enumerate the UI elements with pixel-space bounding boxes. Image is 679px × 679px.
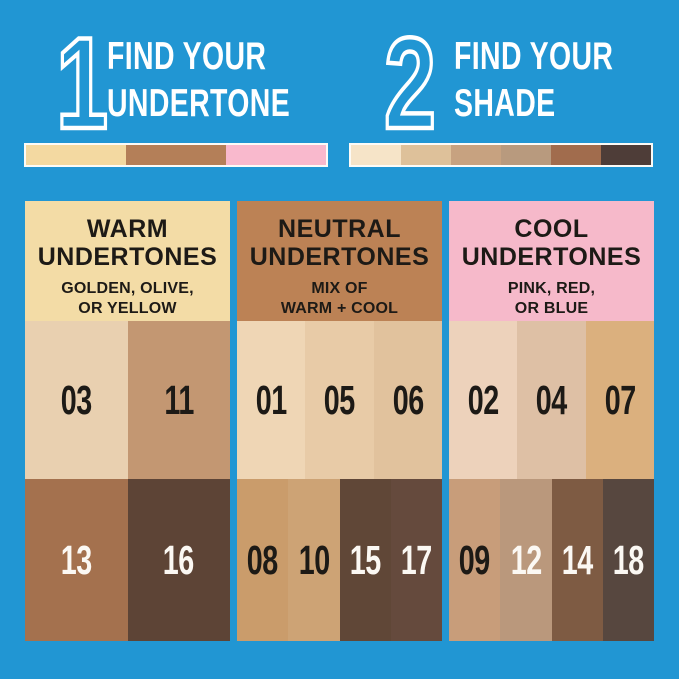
- cool-column-subtitle: PINK, RED, OR BLUE: [449, 279, 654, 319]
- neutral-column-subtitle: MIX OF WARM + COOL: [237, 279, 442, 319]
- neutral-light-shade-row: 01 05 06: [237, 321, 442, 479]
- cool-title-line1: COOL: [514, 215, 589, 243]
- warm-dark-shade-row: 13 16: [25, 479, 230, 641]
- shade-number-01: 01: [255, 376, 288, 423]
- shade-number-11: 11: [163, 376, 194, 423]
- step-1-title-line2: UNDERTONE: [107, 82, 291, 125]
- shade-number-03: 03: [60, 376, 93, 423]
- shade-swatch-17: 17: [390, 479, 442, 641]
- undertone-strip-segment-cool: [226, 145, 326, 165]
- shade-number-06: 06: [392, 376, 424, 423]
- shade-strip-segment-4: [501, 145, 551, 165]
- undertone-strip-segment-neutral: [126, 145, 226, 165]
- cool-undertones-column: COOL UNDERTONES PINK, RED, OR BLUE 02 04…: [449, 201, 654, 641]
- undertone-columns: WARM UNDERTONES GOLDEN, OLIVE, OR YELLOW…: [25, 201, 654, 641]
- step-2-title-line1: FIND YOUR: [454, 35, 614, 78]
- shade-color-strip: [349, 143, 653, 167]
- shade-number-10: 10: [298, 536, 330, 583]
- cool-dark-shade-row: 09 12 14 18: [449, 479, 654, 641]
- shade-number-14: 14: [561, 536, 594, 583]
- warm-subtitle-line2: OR YELLOW: [78, 300, 177, 317]
- neutral-undertones-column: NEUTRAL UNDERTONES MIX OF WARM + COOL 01…: [237, 201, 442, 641]
- shade-number-17: 17: [400, 536, 433, 583]
- step-2-number: 2: [382, 10, 437, 156]
- shade-number-08: 08: [247, 536, 279, 583]
- shade-number-04: 04: [535, 376, 568, 423]
- step-2-title-line2: SHADE: [454, 82, 556, 125]
- cool-column-header: COOL UNDERTONES PINK, RED, OR BLUE: [449, 201, 654, 321]
- shade-number-05: 05: [323, 376, 356, 423]
- neutral-title-line2: UNDERTONES: [249, 243, 430, 271]
- shade-number-02: 02: [467, 376, 500, 423]
- undertone-strip-segment-warm: [26, 145, 126, 165]
- warm-column-title: WARM UNDERTONES: [25, 215, 230, 271]
- step-2-title: FIND YOUR SHADE: [454, 33, 672, 127]
- warm-column-subtitle: GOLDEN, OLIVE, OR YELLOW: [25, 279, 230, 319]
- shade-strip-segment-1: [351, 145, 401, 165]
- shade-swatch-08: 08: [237, 479, 289, 641]
- neutral-column-header: NEUTRAL UNDERTONES MIX OF WARM + COOL: [237, 201, 442, 321]
- shade-swatch-09: 09: [449, 479, 501, 641]
- warm-undertones-column: WARM UNDERTONES GOLDEN, OLIVE, OR YELLOW…: [25, 201, 230, 641]
- shade-swatch-07: 07: [585, 321, 654, 479]
- shade-swatch-06: 06: [373, 321, 442, 479]
- cool-column-title: COOL UNDERTONES: [449, 215, 654, 271]
- neutral-dark-shade-row: 08 10 15 17: [237, 479, 442, 641]
- step-1-title-line1: FIND YOUR: [107, 35, 267, 78]
- neutral-subtitle-line1: MIX OF: [311, 280, 368, 297]
- shade-number-16: 16: [163, 536, 195, 583]
- cool-subtitle-line1: PINK, RED,: [507, 280, 596, 297]
- neutral-subtitle-line2: WARM + COOL: [280, 300, 399, 317]
- step-1-title: FIND YOUR UNDERTONE: [107, 33, 358, 127]
- cool-title-line2: UNDERTONES: [461, 243, 642, 271]
- neutral-column-title: NEUTRAL UNDERTONES: [237, 215, 442, 271]
- warm-column-header: WARM UNDERTONES GOLDEN, OLIVE, OR YELLOW: [25, 201, 230, 321]
- shade-swatch-16: 16: [127, 479, 230, 641]
- shade-swatch-03: 03: [25, 321, 128, 479]
- shade-strip-segment-2: [401, 145, 451, 165]
- shade-number-07: 07: [604, 376, 636, 423]
- warm-subtitle-line1: GOLDEN, OLIVE,: [61, 280, 194, 297]
- shade-swatch-13: 13: [25, 479, 128, 641]
- shade-strip-segment-6: [601, 145, 651, 165]
- shade-number-18: 18: [612, 536, 645, 583]
- shade-swatch-15: 15: [339, 479, 391, 641]
- shade-swatch-18: 18: [602, 479, 654, 641]
- shade-swatch-11: 11: [127, 321, 230, 479]
- shade-number-12: 12: [510, 536, 542, 583]
- shade-swatch-05: 05: [305, 321, 374, 479]
- neutral-title-line1: NEUTRAL: [278, 215, 401, 243]
- warm-title-line2: UNDERTONES: [37, 243, 218, 271]
- shade-number-13: 13: [60, 536, 93, 583]
- shade-swatch-04: 04: [517, 321, 586, 479]
- shade-strip-segment-3: [451, 145, 501, 165]
- step-1-number: 1: [54, 10, 109, 156]
- undertone-color-strip: [24, 143, 328, 167]
- warm-title-line1: WARM: [86, 215, 169, 243]
- shade-swatch-10: 10: [288, 479, 340, 641]
- shade-swatch-01: 01: [237, 321, 306, 479]
- shade-swatch-12: 12: [500, 479, 552, 641]
- shade-swatch-14: 14: [551, 479, 603, 641]
- shade-swatch-02: 02: [449, 321, 518, 479]
- cool-light-shade-row: 02 04 07: [449, 321, 654, 479]
- cool-subtitle-line2: OR BLUE: [514, 300, 589, 317]
- shade-strip-segment-5: [551, 145, 601, 165]
- shade-number-15: 15: [349, 536, 382, 583]
- warm-light-shade-row: 03 11: [25, 321, 230, 479]
- shade-number-09: 09: [459, 536, 491, 583]
